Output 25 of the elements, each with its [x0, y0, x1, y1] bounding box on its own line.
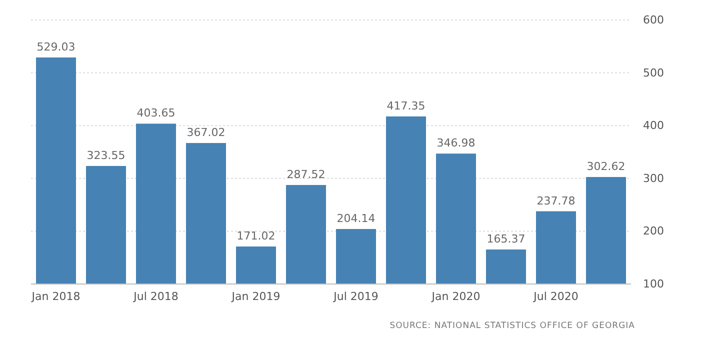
- data-label: 529.03: [36, 40, 76, 54]
- data-label: 323.55: [86, 148, 126, 162]
- x-tick-label: Jan 2018: [30, 290, 80, 303]
- data-label: 171.02: [236, 230, 276, 242]
- data-label: 204.14: [336, 212, 376, 226]
- data-label: 403.65: [136, 106, 176, 120]
- data-label: 367.02: [186, 126, 226, 140]
- x-tick-label: Jul 2020: [532, 290, 578, 303]
- x-tick-label: Jul 2019: [332, 290, 378, 303]
- source-note: SOURCE: NATIONAL STATISTICS OFFICE OF GEORGIA: [390, 321, 635, 331]
- y-tick-label: 500: [643, 66, 664, 80]
- y-tick-label: 100: [643, 278, 664, 291]
- y-tick-label: 200: [643, 224, 664, 238]
- x-tick-label: Jul 2018: [132, 290, 178, 303]
- y-tick-label: 400: [643, 119, 664, 132]
- data-label: 237.78: [536, 194, 576, 208]
- data-label: 346.98: [436, 136, 476, 150]
- data-label: 287.52: [286, 168, 326, 181]
- x-tick-label: Jan 2020: [430, 290, 480, 303]
- data-label: 165.37: [486, 232, 526, 246]
- x-tick-label: Jan 2019: [230, 290, 280, 303]
- y-tick-label: 300: [643, 172, 664, 185]
- y-tick-label: 600: [643, 14, 664, 27]
- data-label: 302.62: [586, 160, 626, 174]
- data-label: 417.35: [386, 99, 426, 112]
